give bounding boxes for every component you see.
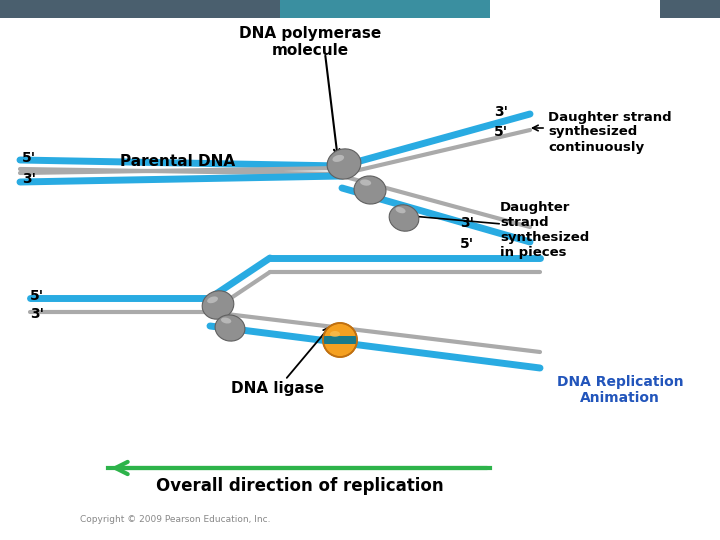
- Ellipse shape: [207, 296, 218, 303]
- Ellipse shape: [395, 207, 405, 213]
- Text: Overall direction of replication: Overall direction of replication: [156, 477, 444, 495]
- FancyBboxPatch shape: [660, 0, 720, 18]
- Text: DNA ligase: DNA ligase: [231, 381, 325, 395]
- FancyBboxPatch shape: [0, 0, 280, 18]
- Text: 3': 3': [494, 105, 508, 119]
- Text: 3': 3': [460, 216, 474, 230]
- Ellipse shape: [354, 176, 386, 204]
- Circle shape: [323, 323, 357, 357]
- Text: 5': 5': [494, 125, 508, 139]
- Text: Daughter
strand
synthesized
in pieces: Daughter strand synthesized in pieces: [500, 201, 589, 259]
- Ellipse shape: [202, 291, 234, 319]
- Ellipse shape: [327, 149, 361, 179]
- Text: 5': 5': [22, 151, 36, 165]
- Text: DNA polymerase
molecule: DNA polymerase molecule: [239, 26, 381, 58]
- Text: 5': 5': [460, 237, 474, 251]
- Text: Parental DNA: Parental DNA: [120, 154, 235, 170]
- Text: 5': 5': [30, 289, 44, 303]
- Text: DNA Replication
Animation: DNA Replication Animation: [557, 375, 683, 405]
- Ellipse shape: [390, 205, 419, 231]
- FancyBboxPatch shape: [280, 0, 490, 18]
- Text: 3': 3': [30, 307, 44, 321]
- Ellipse shape: [333, 155, 344, 162]
- Ellipse shape: [215, 315, 245, 341]
- FancyBboxPatch shape: [323, 336, 357, 344]
- Ellipse shape: [221, 318, 231, 323]
- Text: 3': 3': [22, 172, 36, 186]
- FancyBboxPatch shape: [580, 4, 660, 16]
- Text: Daughter strand
synthesized
continuously: Daughter strand synthesized continuously: [548, 111, 672, 153]
- Ellipse shape: [330, 331, 340, 337]
- Ellipse shape: [360, 179, 372, 186]
- Text: Copyright © 2009 Pearson Education, Inc.: Copyright © 2009 Pearson Education, Inc.: [80, 516, 271, 524]
